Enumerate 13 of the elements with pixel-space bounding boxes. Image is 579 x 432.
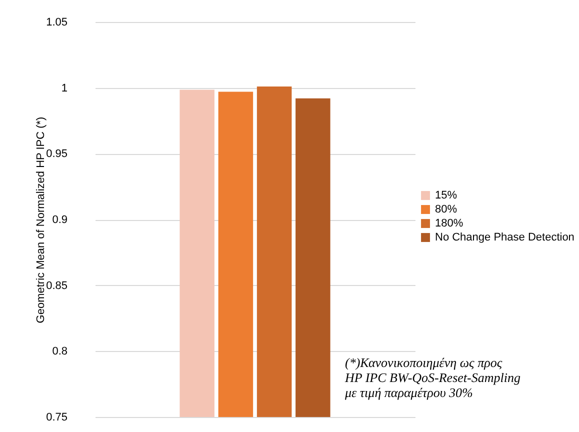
y-tick-label: 1 <box>61 82 68 94</box>
y-tick-label: 0.95 <box>46 148 68 160</box>
y-tick-label: 1.05 <box>46 16 68 28</box>
y-tick-label: 0.75 <box>46 412 68 424</box>
legend-label: 15% <box>435 190 458 202</box>
y-tick-label: 0.85 <box>46 280 68 292</box>
y-tick-label: 0.9 <box>52 214 68 226</box>
legend-label: No Change Phase Detection <box>435 232 574 244</box>
legend-label: 180% <box>435 218 464 230</box>
legend-label: 80% <box>435 204 458 216</box>
annotation: (*)Κανονικοποιημένη ως προς HP IPC BW-QoS-Reset-Sampling με τιμή παραμέτρου 30% <box>344 355 521 400</box>
y-axis-title: Geometric Mean of Normalized HP IPC (*) <box>35 116 48 324</box>
y-tick-label: 0.8 <box>52 346 68 358</box>
